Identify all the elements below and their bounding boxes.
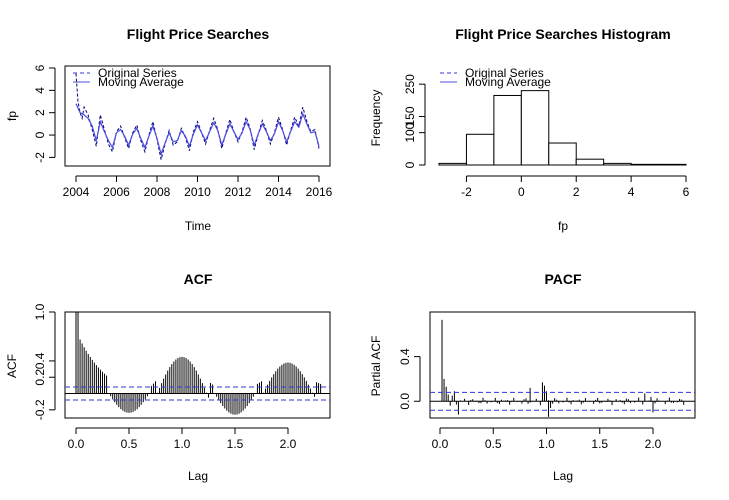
series-line-original-series	[75, 73, 320, 160]
legend-label-original-series: Original Series	[98, 66, 177, 80]
acf-x-tick-label: 2.0	[280, 437, 297, 451]
histogram-y-tick-label: 150	[403, 106, 417, 126]
plot-frame-acf	[64, 311, 331, 419]
histogram-x-tick-label: 6	[683, 185, 690, 199]
x-axis-label-pacf: Lag	[553, 469, 573, 483]
time-series-x-tick-label: 2016	[306, 185, 333, 199]
acf-x-tick-label: 1.0	[174, 437, 191, 451]
series-line-moving-average	[75, 103, 320, 157]
time-series-x-tick-label: 2004	[63, 185, 90, 199]
ticks-time-series: 2004 2006 2008 2010 2012 2014 2016 -2 0 2 4 6	[33, 64, 332, 199]
legend-label-original-series-hist: Original Series	[465, 66, 544, 80]
histogram-bar	[438, 162, 467, 166]
legend-time-series: Original Series Moving Average	[73, 66, 184, 89]
histogram-bar	[548, 142, 577, 166]
chart-title-pacf: PACF	[544, 271, 582, 287]
chart-title-histogram: Flight Price Searches Histogram	[455, 26, 671, 42]
x-axis-label-histogram: fp	[558, 219, 568, 233]
time-series-x-tick-label: 2006	[103, 185, 130, 199]
panel-histogram: Flight Price Searches Histogram fp Frequ…	[369, 26, 690, 233]
time-series-y-tick-label: 2	[33, 109, 47, 116]
series-time-series	[75, 73, 320, 160]
histogram-bar	[575, 158, 605, 166]
pacf-x-tick-label: 1.5	[591, 437, 608, 451]
bars-histogram	[438, 90, 687, 166]
x-axis-label-acf: Lag	[188, 469, 208, 483]
panel-acf: ACF Lag ACF 0.0 0.5 1.0 1.5 2.0 -0.2 0.20.4 1.0	[5, 271, 331, 483]
histogram-bar	[658, 163, 687, 166]
histogram-y-tick-label: 100	[403, 122, 417, 142]
panel-pacf: PACF Lag Partial ACF 0.0 0.5 1.0 1.5 2.00.00…	[369, 271, 696, 483]
time-series-y-tick-label: 6	[33, 64, 47, 71]
time-series-y-tick-label: 4	[33, 87, 47, 94]
bars-pacf	[430, 319, 695, 417]
pacf-x-tick-label: 1.0	[538, 437, 555, 451]
panel-time-series: Flight Price Searches Time fp 2004 2006 20…	[5, 26, 333, 233]
y-axis-label-acf: ACF	[5, 354, 19, 378]
y-axis-label-pacf: Partial ACF	[369, 336, 383, 397]
y-axis-label-time-series: fp	[5, 111, 19, 121]
time-series-y-tick-label: 0	[33, 131, 47, 138]
legend-histogram: Original Series Moving Average	[440, 66, 551, 89]
x-axis-label-time-series: Time	[185, 219, 212, 233]
acf-x-tick-label: 0.0	[68, 437, 85, 451]
plot-frame-time-series	[64, 65, 331, 167]
pacf-y-tick-label: 0.0	[398, 393, 412, 410]
bars-acf	[65, 312, 330, 415]
acf-y-tick-label: 1.0	[33, 303, 47, 320]
histogram-x-tick-label: 0	[518, 185, 525, 199]
histogram-y-tick-label: 250	[403, 74, 417, 94]
y-axis-label-histogram: Frequency	[369, 90, 383, 147]
acf-x-tick-label: 1.5	[227, 437, 244, 451]
histogram-x-tick-label: 2	[573, 185, 580, 199]
chart-title-acf: ACF	[184, 271, 213, 287]
histogram-bar	[520, 90, 550, 166]
time-series-x-tick-label: 2008	[144, 185, 171, 199]
histogram-bar	[630, 163, 660, 166]
histogram-y-tick-label: 0	[403, 161, 417, 168]
plot-frame-pacf	[429, 311, 696, 419]
ticks-acf: 0.0 0.5 1.0 1.5 2.0 -0.2 0.20.4 1.0	[33, 303, 296, 451]
time-series-x-tick-label: 2012	[225, 185, 252, 199]
histogram-bar	[603, 162, 632, 166]
histogram-bar	[493, 94, 522, 166]
pacf-y-tick-label: 0.4	[398, 348, 412, 365]
histogram-x-tick-label: 4	[628, 185, 635, 199]
histogram-x-tick-label: -2	[461, 185, 472, 199]
ticks-pacf: 0.0 0.5 1.0 1.5 2.0 0.0 0.4	[398, 348, 661, 451]
legend-label-moving-average: Moving Average	[98, 75, 184, 89]
time-series-x-tick-label: 2014	[265, 185, 292, 199]
legend-label-moving-average-hist: Moving Average	[465, 75, 551, 89]
pacf-x-tick-label: 0.0	[432, 437, 449, 451]
chart-title-time-series: Flight Price Searches	[127, 26, 270, 42]
time-series-y-tick-label: -2	[33, 152, 47, 163]
time-series-x-tick-label: 2010	[184, 185, 211, 199]
acf-y-tick-label: 0.4	[33, 352, 47, 369]
acf-y-tick-label: 0.2	[33, 369, 47, 386]
histogram-bar	[465, 133, 495, 166]
acf-y-tick-label: -0.2	[33, 399, 47, 420]
pacf-x-tick-label: 0.5	[485, 437, 502, 451]
acf-x-tick-label: 0.5	[121, 437, 138, 451]
pacf-x-tick-label: 2.0	[645, 437, 662, 451]
